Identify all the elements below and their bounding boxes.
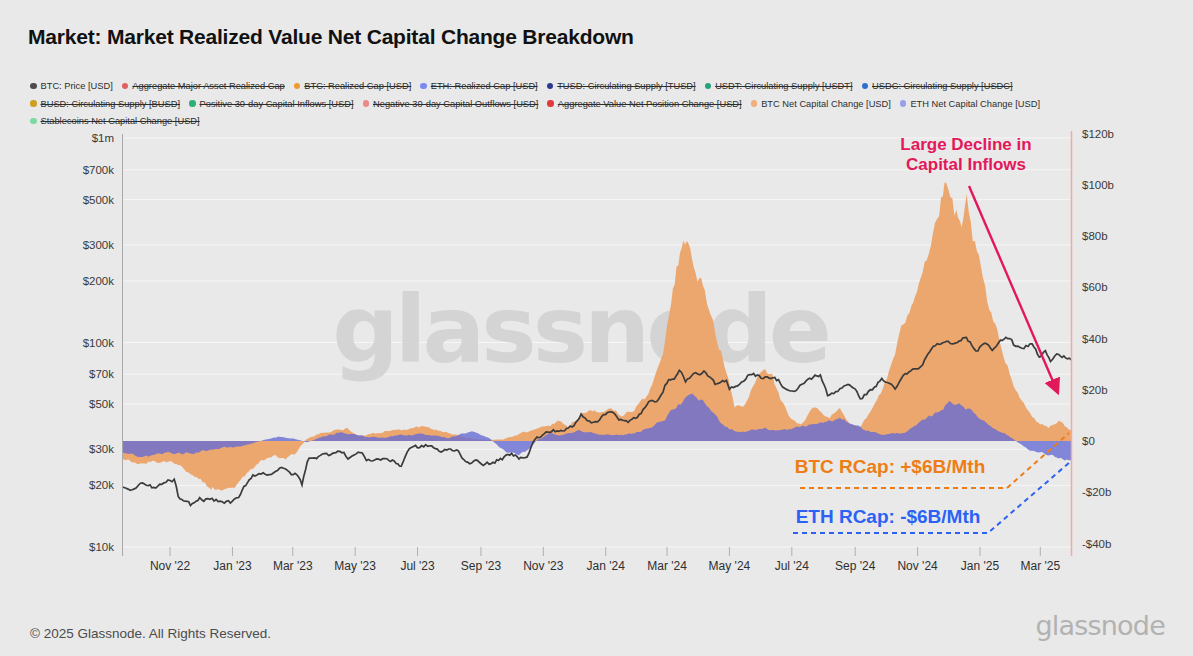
svg-text:$60b: $60b bbox=[1082, 281, 1108, 293]
svg-text:$50k: $50k bbox=[89, 398, 114, 410]
footer-copyright: © 2025 Glassnode. All Rights Reserved. bbox=[30, 626, 271, 641]
annotation-btc-rcap: BTC RCap: +$6B/Mth bbox=[790, 456, 990, 478]
svg-text:Sep '24: Sep '24 bbox=[835, 559, 876, 573]
svg-text:Jul '24: Jul '24 bbox=[775, 559, 810, 573]
annotation-decline-line2: Capital Inflows bbox=[906, 155, 1026, 174]
svg-text:$200k: $200k bbox=[83, 275, 115, 287]
svg-text:$300k: $300k bbox=[83, 239, 115, 251]
glassnode-chart-page: Market: Market Realized Value Net Capita… bbox=[0, 0, 1193, 656]
svg-text:Jul '23: Jul '23 bbox=[400, 559, 435, 573]
svg-text:$700k: $700k bbox=[83, 164, 115, 176]
svg-text:May '24: May '24 bbox=[709, 559, 751, 573]
svg-text:Jan '23: Jan '23 bbox=[213, 559, 252, 573]
svg-text:$80b: $80b bbox=[1082, 230, 1108, 242]
annotation-decline-line1: Large Decline in bbox=[900, 135, 1031, 154]
svg-text:$30k: $30k bbox=[89, 443, 114, 455]
svg-text:$40b: $40b bbox=[1082, 333, 1108, 345]
svg-text:Jan '25: Jan '25 bbox=[961, 559, 1000, 573]
svg-text:Nov '24: Nov '24 bbox=[897, 559, 938, 573]
svg-text:$70k: $70k bbox=[89, 368, 114, 380]
svg-text:Mar '23: Mar '23 bbox=[273, 559, 313, 573]
svg-text:$10k: $10k bbox=[89, 541, 114, 553]
svg-text:Nov '23: Nov '23 bbox=[523, 559, 564, 573]
glassnode-logo: glassnode bbox=[1035, 610, 1165, 641]
svg-text:$120b: $120b bbox=[1082, 128, 1114, 140]
svg-text:$20b: $20b bbox=[1082, 384, 1108, 396]
svg-text:$500k: $500k bbox=[83, 194, 115, 206]
svg-text:Jan '24: Jan '24 bbox=[587, 559, 626, 573]
svg-text:Nov '22: Nov '22 bbox=[150, 559, 191, 573]
svg-text:-$40b: -$40b bbox=[1082, 538, 1111, 550]
svg-text:$20k: $20k bbox=[89, 479, 114, 491]
svg-text:May '23: May '23 bbox=[334, 559, 376, 573]
chart-canvas[interactable]: glassnode $1m $700k $500k $300k $200k $100k $70… bbox=[0, 0, 1193, 656]
svg-text:$0: $0 bbox=[1082, 435, 1095, 447]
annotation-large-decline: Large Decline inCapital Inflows bbox=[866, 135, 1066, 174]
svg-text:-$20b: -$20b bbox=[1082, 486, 1111, 498]
svg-text:$100b: $100b bbox=[1082, 179, 1114, 191]
svg-text:$100k: $100k bbox=[83, 337, 115, 349]
svg-text:Mar '24: Mar '24 bbox=[647, 559, 687, 573]
glassnode-watermark: glassnode bbox=[332, 276, 828, 384]
svg-text:$1m: $1m bbox=[92, 132, 114, 144]
annotation-eth-rcap: ETH RCap: -$6B/Mth bbox=[788, 506, 988, 528]
svg-text:Mar '25: Mar '25 bbox=[1020, 559, 1060, 573]
svg-text:Sep '23: Sep '23 bbox=[461, 559, 502, 573]
